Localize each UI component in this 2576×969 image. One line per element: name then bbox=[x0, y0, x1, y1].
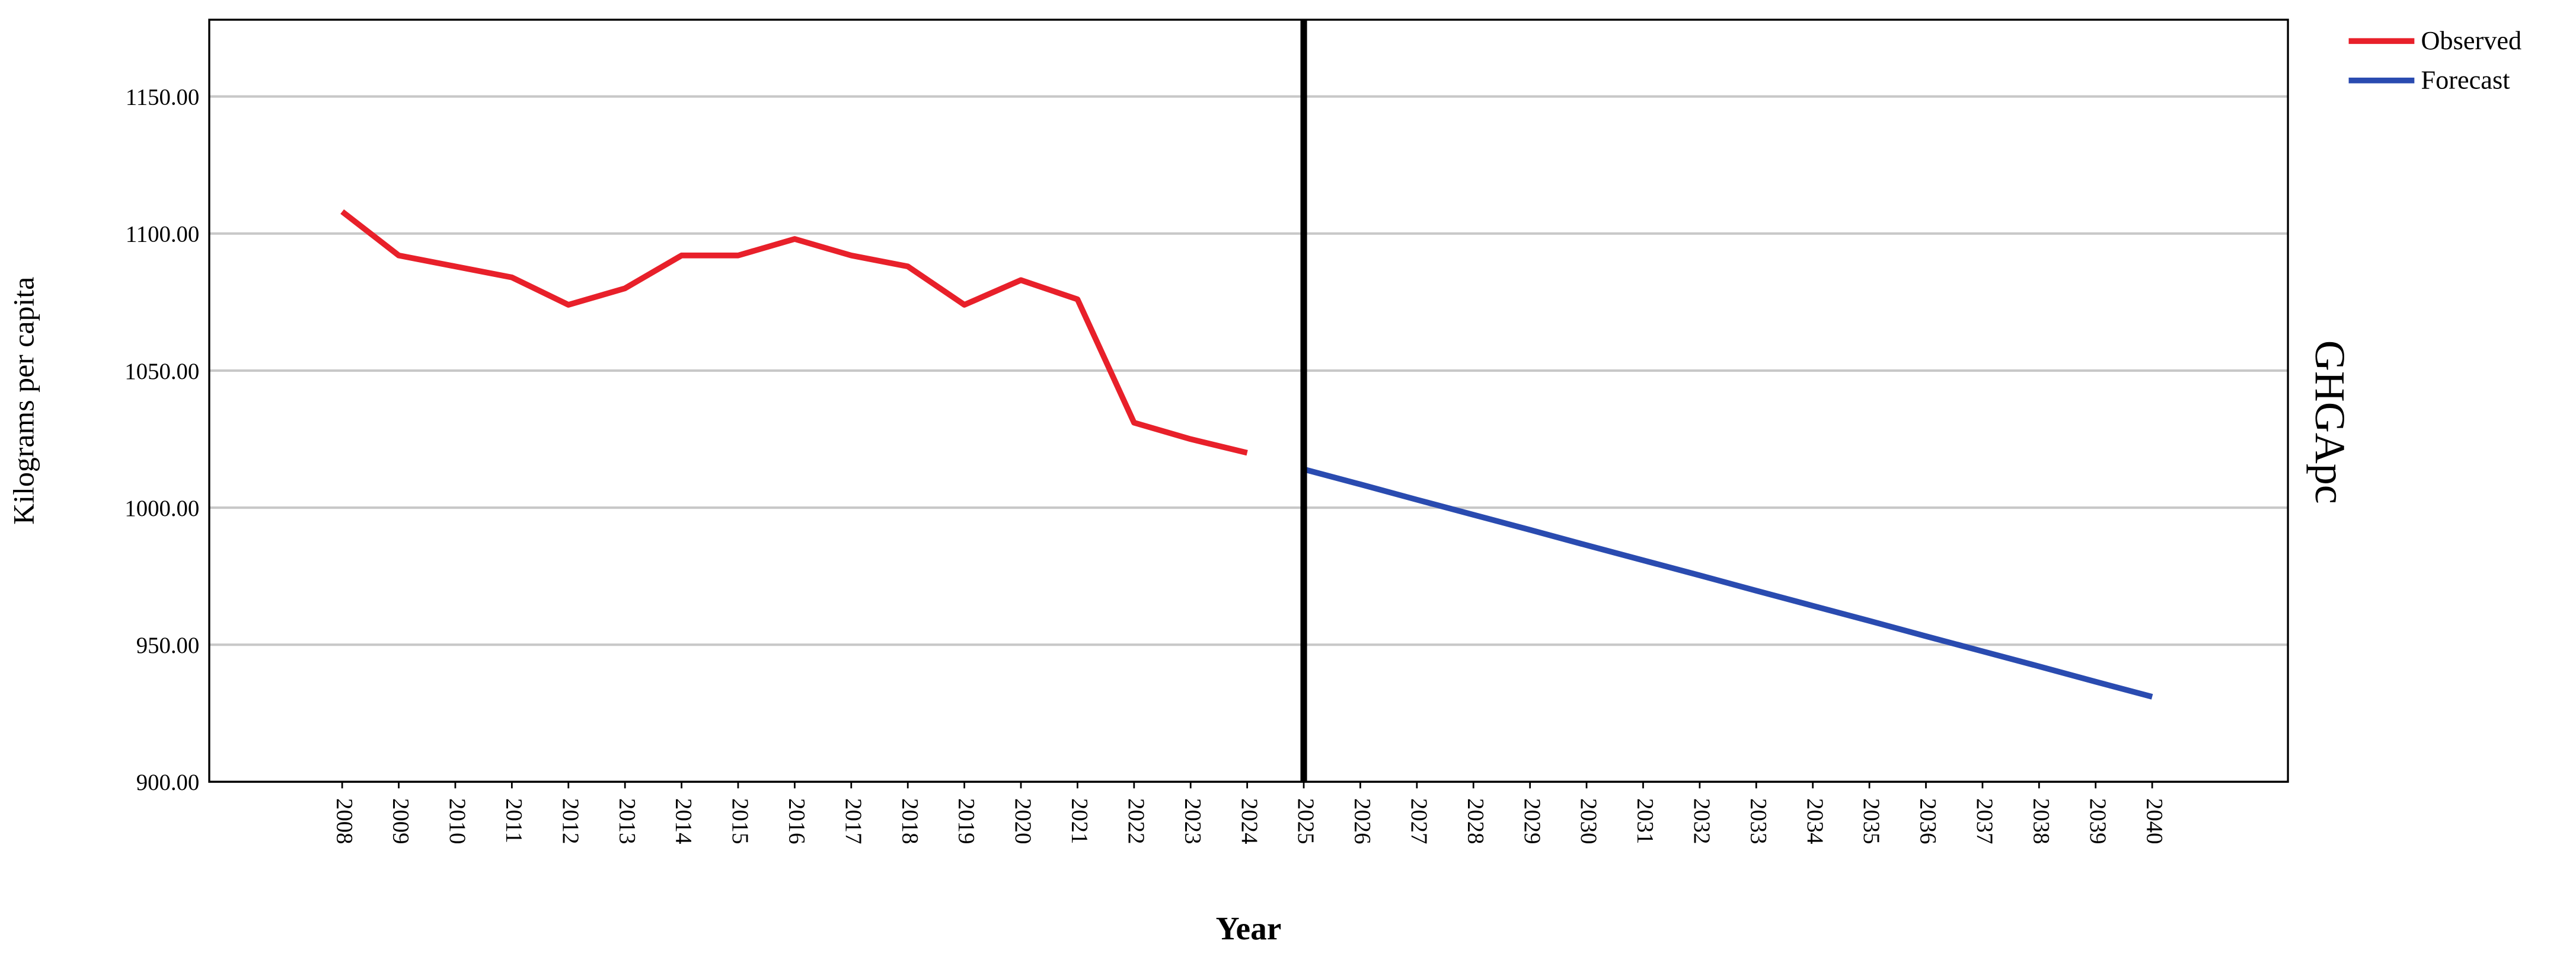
x-tick-label: 2030 bbox=[1576, 798, 1601, 844]
x-tick-label: 2015 bbox=[727, 798, 753, 844]
x-tick-label: 2038 bbox=[2028, 798, 2054, 844]
series-line bbox=[340, 209, 1248, 456]
x-tick-label: 2018 bbox=[897, 798, 922, 844]
x-tick-label: 2031 bbox=[1633, 798, 1658, 844]
x-tick-label: 2029 bbox=[1520, 798, 1545, 844]
x-tick-label: 2035 bbox=[1859, 798, 1884, 844]
y-tick-label: 950.00 bbox=[136, 633, 200, 658]
x-tick-label: 2026 bbox=[1350, 798, 1375, 844]
series-line bbox=[1303, 466, 2153, 700]
y-axis-title: Kilograms per capita bbox=[8, 277, 40, 525]
x-tick-label: 2040 bbox=[2141, 798, 2167, 844]
x-tick-label: 2022 bbox=[1123, 798, 1149, 844]
y-tick-label: 1000.00 bbox=[125, 496, 199, 521]
x-tick-label: 2033 bbox=[1745, 798, 1771, 844]
x-tick-label: 2012 bbox=[558, 798, 583, 844]
x-tick-label: 2036 bbox=[1916, 798, 1941, 844]
x-tick-label: 2037 bbox=[1972, 798, 1997, 844]
x-axis-title: Year bbox=[1216, 910, 1282, 946]
x-tick-label: 2011 bbox=[501, 798, 526, 843]
x-tick-label: 2027 bbox=[1406, 798, 1432, 844]
y-tick-label: 1050.00 bbox=[125, 359, 199, 384]
x-tick-label: 2009 bbox=[388, 798, 414, 844]
x-tick-label: 2023 bbox=[1180, 798, 1205, 844]
x-tick-label: 2014 bbox=[671, 798, 697, 844]
x-tick-label: 2017 bbox=[841, 798, 866, 844]
x-tick-label: 2008 bbox=[331, 798, 357, 844]
x-tick-label: 2013 bbox=[614, 798, 640, 844]
x-tick-label: 2028 bbox=[1463, 798, 1488, 844]
panel-label: GHGApc bbox=[2306, 340, 2354, 504]
x-tick-label: 2020 bbox=[1010, 798, 1036, 844]
legend-label: Observed bbox=[2421, 26, 2521, 55]
x-tick-label: 2024 bbox=[1237, 798, 1262, 844]
x-tick-label: 2016 bbox=[784, 798, 810, 844]
y-tick-label: 900.00 bbox=[136, 770, 200, 795]
x-tick-label: 2010 bbox=[445, 798, 470, 844]
plot-frame bbox=[208, 18, 2289, 783]
x-tick-label: 2019 bbox=[954, 798, 979, 844]
x-tick-label: 2034 bbox=[1802, 798, 1828, 844]
x-tick-label: 2021 bbox=[1067, 798, 1093, 844]
x-tick-label: 2039 bbox=[2085, 798, 2111, 844]
legend-label: Forecast bbox=[2421, 66, 2510, 95]
y-tick-label: 1100.00 bbox=[126, 222, 200, 247]
x-tick-label: 2032 bbox=[1689, 798, 1715, 844]
y-tick-label: 1150.00 bbox=[126, 85, 200, 110]
x-tick-label: 2025 bbox=[1293, 798, 1319, 844]
